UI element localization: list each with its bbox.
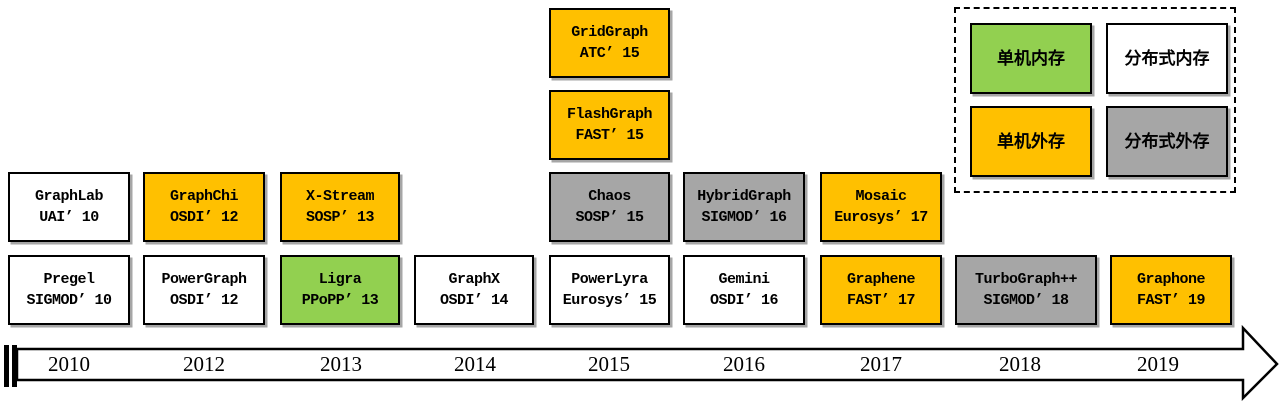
timeline-arrow (4, 325, 1279, 401)
system-box-graphlab: GraphLab UAI’ 10 (8, 172, 130, 242)
system-box-flashgraph: FlashGraph FAST’ 15 (549, 90, 670, 160)
system-name: X-Stream (305, 188, 375, 205)
system-box-chaos: Chaos SOSP’ 15 (549, 172, 670, 242)
system-box-gridgraph: GridGraph ATC’ 15 (549, 8, 670, 78)
system-venue: OSDI’ 16 (709, 292, 779, 309)
system-name: GraphLab (34, 188, 104, 205)
system-box-hybridgraph: HybridGraph SIGMOD’ 16 (683, 172, 805, 242)
axis-break-bar (4, 345, 9, 387)
system-venue: OSDI’ 12 (169, 292, 239, 309)
legend-label: 单机内存 (997, 49, 1065, 68)
system-name: GraphChi (169, 188, 239, 205)
year-label-2014: 2014 (454, 352, 496, 376)
system-box-graphene: Graphene FAST’ 17 (820, 255, 942, 325)
year-label-2016: 2016 (723, 352, 765, 376)
system-box-pregel: Pregel SIGMOD’ 10 (8, 255, 130, 325)
system-name: GridGraph (571, 24, 648, 41)
year-label-2017: 2017 (860, 352, 902, 376)
system-venue: Eurosys’ 17 (834, 209, 928, 226)
system-venue: PPoPP’ 13 (301, 292, 379, 309)
timeline-arrow-shape (15, 325, 1279, 401)
system-box-graphone: Graphone FAST’ 19 (1110, 255, 1232, 325)
system-name: PowerLyra (571, 271, 648, 288)
year-label-2013: 2013 (320, 352, 362, 376)
legend-label: 单机外存 (997, 132, 1065, 151)
legend-box-single-machine-in-memory: 单机内存 (970, 23, 1092, 94)
system-venue: Eurosys’ 15 (562, 292, 657, 309)
system-venue: SOSP’ 13 (305, 209, 375, 226)
system-venue: SIGMOD’ 10 (26, 292, 112, 309)
system-box-mosaic: Mosaic Eurosys’ 17 (820, 172, 942, 242)
system-venue: SIGMOD’ 18 (983, 292, 1069, 309)
system-name: GraphX (448, 271, 500, 288)
system-box-ligra: Ligra PPoPP’ 13 (280, 255, 400, 325)
system-venue: FAST’ 15 (575, 127, 644, 144)
system-box-graphchi: GraphChi OSDI’ 12 (143, 172, 265, 242)
year-label-2010: 2010 (48, 352, 90, 376)
legend-label: 分布式内存 (1124, 49, 1210, 68)
legend-box-distributed-in-memory: 分布式内存 (1106, 23, 1228, 94)
system-venue: OSDI’ 14 (439, 292, 509, 309)
year-label-2019: 2019 (1137, 352, 1179, 376)
axis-break-bar (12, 345, 17, 387)
system-box-powergraph: PowerGraph OSDI’ 12 (143, 255, 265, 325)
system-name: Graphene (846, 271, 916, 288)
system-name: TurboGraph++ (974, 271, 1078, 288)
system-name: FlashGraph (566, 106, 653, 123)
system-name: Ligra (318, 271, 362, 288)
legend: 单机内存 分布式内存 单机外存 分布式外存 (954, 7, 1236, 193)
system-venue: FAST’ 17 (846, 292, 916, 309)
system-venue: SOSP’ 15 (575, 209, 644, 226)
system-name: Mosaic (855, 188, 907, 205)
system-box-powerlyra: PowerLyra Eurosys’ 15 (549, 255, 670, 325)
system-name: HybridGraph (697, 188, 791, 205)
year-label-2015: 2015 (588, 352, 630, 376)
system-venue: OSDI’ 12 (169, 209, 239, 226)
system-venue: ATC’ 15 (579, 45, 640, 62)
system-box-x-stream: X-Stream SOSP’ 13 (280, 172, 400, 242)
system-venue: UAI’ 10 (39, 209, 99, 226)
system-venue: SIGMOD’ 16 (701, 209, 787, 226)
year-label-2018: 2018 (999, 352, 1041, 376)
system-venue: FAST’ 19 (1136, 292, 1206, 309)
year-label-2012: 2012 (183, 352, 225, 376)
system-name: Pregel (43, 271, 95, 288)
system-box-turbograph: TurboGraph++ SIGMOD’ 18 (955, 255, 1097, 325)
system-box-graphx: GraphX OSDI’ 14 (414, 255, 534, 325)
system-name: PowerGraph (161, 271, 247, 288)
system-name: Chaos (588, 188, 631, 205)
system-name: Gemini (718, 271, 770, 288)
system-name: Graphone (1136, 271, 1206, 288)
legend-box-distributed-out-of-core: 分布式外存 (1106, 106, 1228, 177)
legend-label: 分布式外存 (1124, 132, 1210, 151)
legend-box-single-machine-out-of-core: 单机外存 (970, 106, 1092, 177)
system-box-gemini: Gemini OSDI’ 16 (683, 255, 805, 325)
